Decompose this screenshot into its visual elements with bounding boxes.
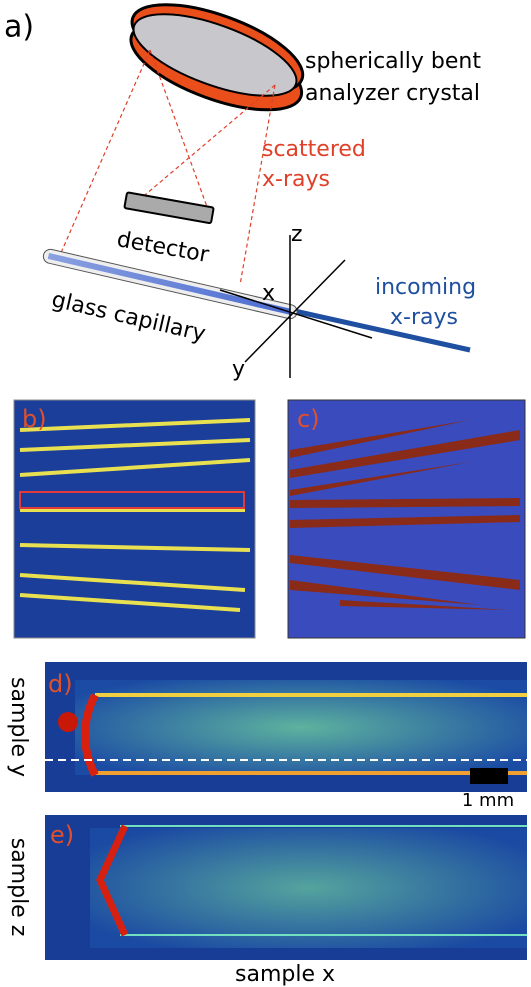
x-label: sample x	[235, 962, 335, 987]
panel-a: a) detector glass capillary z x y spheri…	[4, 0, 481, 382]
panel-label: a)	[4, 10, 34, 45]
detector	[124, 192, 213, 223]
axis-x: x	[262, 281, 275, 306]
axis-z: z	[291, 222, 303, 247]
panel-label: e)	[50, 821, 74, 849]
y-label: sample z	[6, 838, 31, 937]
capillary-label: glass capillary	[49, 287, 208, 347]
crystal-label: spherically bent	[305, 49, 481, 74]
incoming-label: x-rays	[390, 305, 458, 330]
detector-label: detector	[115, 227, 212, 268]
panel-d: 1 mm d) sample y	[6, 662, 527, 811]
scale-label: 1 mm	[462, 790, 514, 811]
scale-bar	[470, 768, 508, 784]
panel-e: e) sample z sample x	[6, 815, 527, 987]
crystal	[116, 0, 318, 128]
incoming-label: incoming	[375, 275, 476, 300]
panel-b: b)	[14, 400, 255, 638]
panel-label: d)	[48, 670, 73, 698]
axis-y: y	[232, 357, 245, 382]
panel-c: c)	[288, 400, 525, 638]
y-label: sample y	[6, 677, 31, 777]
panel-label: b)	[22, 405, 47, 433]
crystal-label: analyzer crystal	[305, 81, 480, 106]
panel-label: c)	[297, 405, 320, 433]
figure: a) detector glass capillary z x y spheri…	[0, 0, 531, 987]
scattered-label: x-rays	[262, 167, 330, 192]
scattered-label: scattered	[262, 137, 366, 162]
